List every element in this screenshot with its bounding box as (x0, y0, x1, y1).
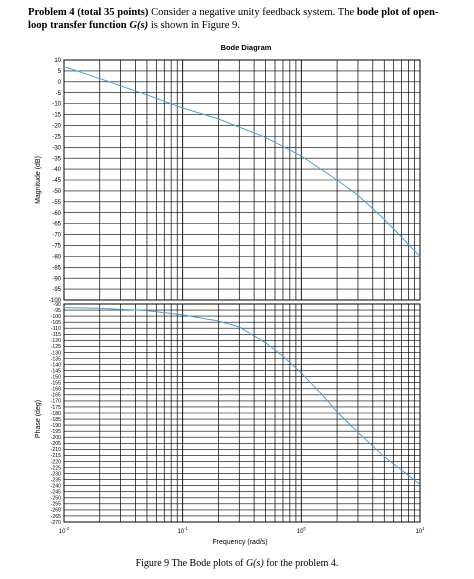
problem-text-bold: bode plot of open-loop transfer function (28, 7, 439, 31)
problem-label: Problem 4 (total 35 points) (28, 7, 149, 18)
y-tick-label: -155 (51, 381, 61, 387)
y-tick-label: -30 (52, 145, 61, 151)
bode-chart: Bode Diagram 1050-5-10-15-20-25-30-35-40… (35, 43, 425, 546)
y-tick-label: -70 (52, 233, 61, 239)
y-tick-label: -130 (51, 350, 61, 356)
x-tick-exponent: -1 (184, 526, 188, 531)
y-tick-label: -170 (51, 399, 61, 405)
y-tick-label: -180 (51, 411, 61, 417)
x-tick-base: 10 (177, 529, 184, 535)
y-tick-label: -145 (51, 368, 61, 374)
y-tick-label: -225 (51, 465, 61, 471)
caption-suffix: for the problem 4. (263, 558, 339, 569)
y-tick-label: -270 (51, 520, 61, 526)
y-tick-label: -120 (51, 338, 61, 344)
y-tick-label: -110 (51, 326, 61, 332)
x-tick-exponent: 0 (304, 526, 307, 531)
phase-y-axis-label: Phase (deg) (35, 400, 42, 438)
y-tick-label: -100 (49, 298, 62, 304)
y-tick-label: -150 (51, 374, 61, 380)
y-tick-label: -125 (51, 344, 61, 350)
y-tick-label: -85 (52, 265, 61, 271)
y-tick-label: -245 (51, 490, 61, 496)
magnitude-panel: 10 5 0 -5 -10 -15 -20 -25 -30 -35 -40 -45 -50 -55 -60 -… (49, 58, 421, 304)
x-tick-base: 10 (297, 529, 304, 535)
y-tick-label: -205 (51, 441, 61, 447)
x-tick-base: 10 (415, 529, 422, 535)
y-tick-label: -240 (51, 483, 61, 489)
y-tick-label: -190 (51, 423, 61, 429)
y-tick-label: -185 (51, 417, 61, 423)
y-tick-label: -215 (51, 453, 61, 459)
caption-function: G(s) (245, 558, 264, 569)
y-tick-label: 0 (58, 80, 62, 86)
y-tick-label: -255 (51, 502, 61, 508)
y-tick-label: -105 (51, 320, 61, 326)
x-tick-base: 10 (59, 529, 66, 535)
y-tick-label: -10 (52, 102, 61, 108)
y-tick-label: -195 (51, 429, 61, 435)
y-tick-label: -80 (52, 254, 61, 260)
y-tick-label: -100 (51, 314, 61, 320)
y-tick-label: -45 (52, 178, 61, 184)
y-tick-label: -250 (51, 496, 61, 502)
problem-function: G(s) (129, 20, 149, 31)
x-tick-exponent: 1 (422, 526, 425, 531)
y-tick-label: -5 (56, 91, 62, 97)
problem-text-1: Consider a negative unity feedback syste… (148, 7, 357, 18)
y-tick-label: -15 (52, 113, 61, 119)
y-tick-label: -35 (52, 156, 61, 162)
y-tick-label: -95 (52, 287, 61, 293)
y-tick-label: -200 (51, 435, 61, 441)
y-tick-label: -235 (51, 477, 61, 483)
y-tick-label: -115 (51, 332, 61, 338)
y-tick-label: -220 (51, 459, 61, 465)
phase-curve (63, 307, 421, 485)
y-tick-label: 10 (54, 58, 61, 64)
problem-statement: Problem 4 (total 35 points) Consider a n… (28, 6, 448, 32)
y-tick-label: -165 (51, 393, 61, 399)
phase-panel: -90-95-100-105-110-115-120-125-130-135-1… (51, 302, 421, 526)
y-tick-label: -90 (54, 302, 62, 308)
y-tick-label: -135 (51, 356, 61, 362)
y-tick-label: -260 (51, 508, 61, 514)
y-tick-label: -160 (51, 387, 61, 393)
x-tick-label: 100 (297, 526, 307, 535)
chart-title: Bode Diagram (221, 43, 272, 52)
y-tick-label: -210 (51, 447, 61, 453)
problem-text-3: is shown in Figure 9. (148, 20, 241, 31)
y-tick-label: -60 (52, 211, 61, 217)
y-tick-label: -140 (51, 362, 61, 368)
y-tick-label: -65 (52, 222, 61, 228)
figure-caption: Figure 9 The Bode plots of G(s) for the … (0, 558, 474, 569)
x-tick-label: 10-2 (59, 526, 70, 535)
x-tick-label: 10-1 (177, 526, 188, 535)
y-tick-label: -90 (52, 276, 61, 282)
x-axis-label: Frequency (rad/s) (212, 539, 267, 546)
x-tick-label: 101 (415, 526, 425, 535)
y-tick-label: -230 (51, 471, 61, 477)
magnitude-y-axis-label: Magnitude (dB) (35, 156, 42, 204)
magnitude-curve (63, 66, 421, 257)
y-tick-label: -55 (52, 200, 61, 206)
y-tick-label: -95 (54, 308, 62, 314)
y-tick-label: -265 (51, 514, 61, 520)
caption-prefix: Figure 9 The Bode plots of (135, 558, 246, 569)
x-tick-exponent: -2 (65, 526, 69, 531)
y-tick-label: -40 (52, 167, 61, 173)
y-tick-label: -175 (51, 405, 61, 411)
y-tick-label: -50 (52, 189, 61, 195)
y-tick-label: 5 (58, 69, 62, 75)
y-tick-label: -20 (52, 124, 61, 130)
y-tick-label: -25 (52, 134, 61, 140)
y-tick-label: -75 (52, 244, 61, 250)
